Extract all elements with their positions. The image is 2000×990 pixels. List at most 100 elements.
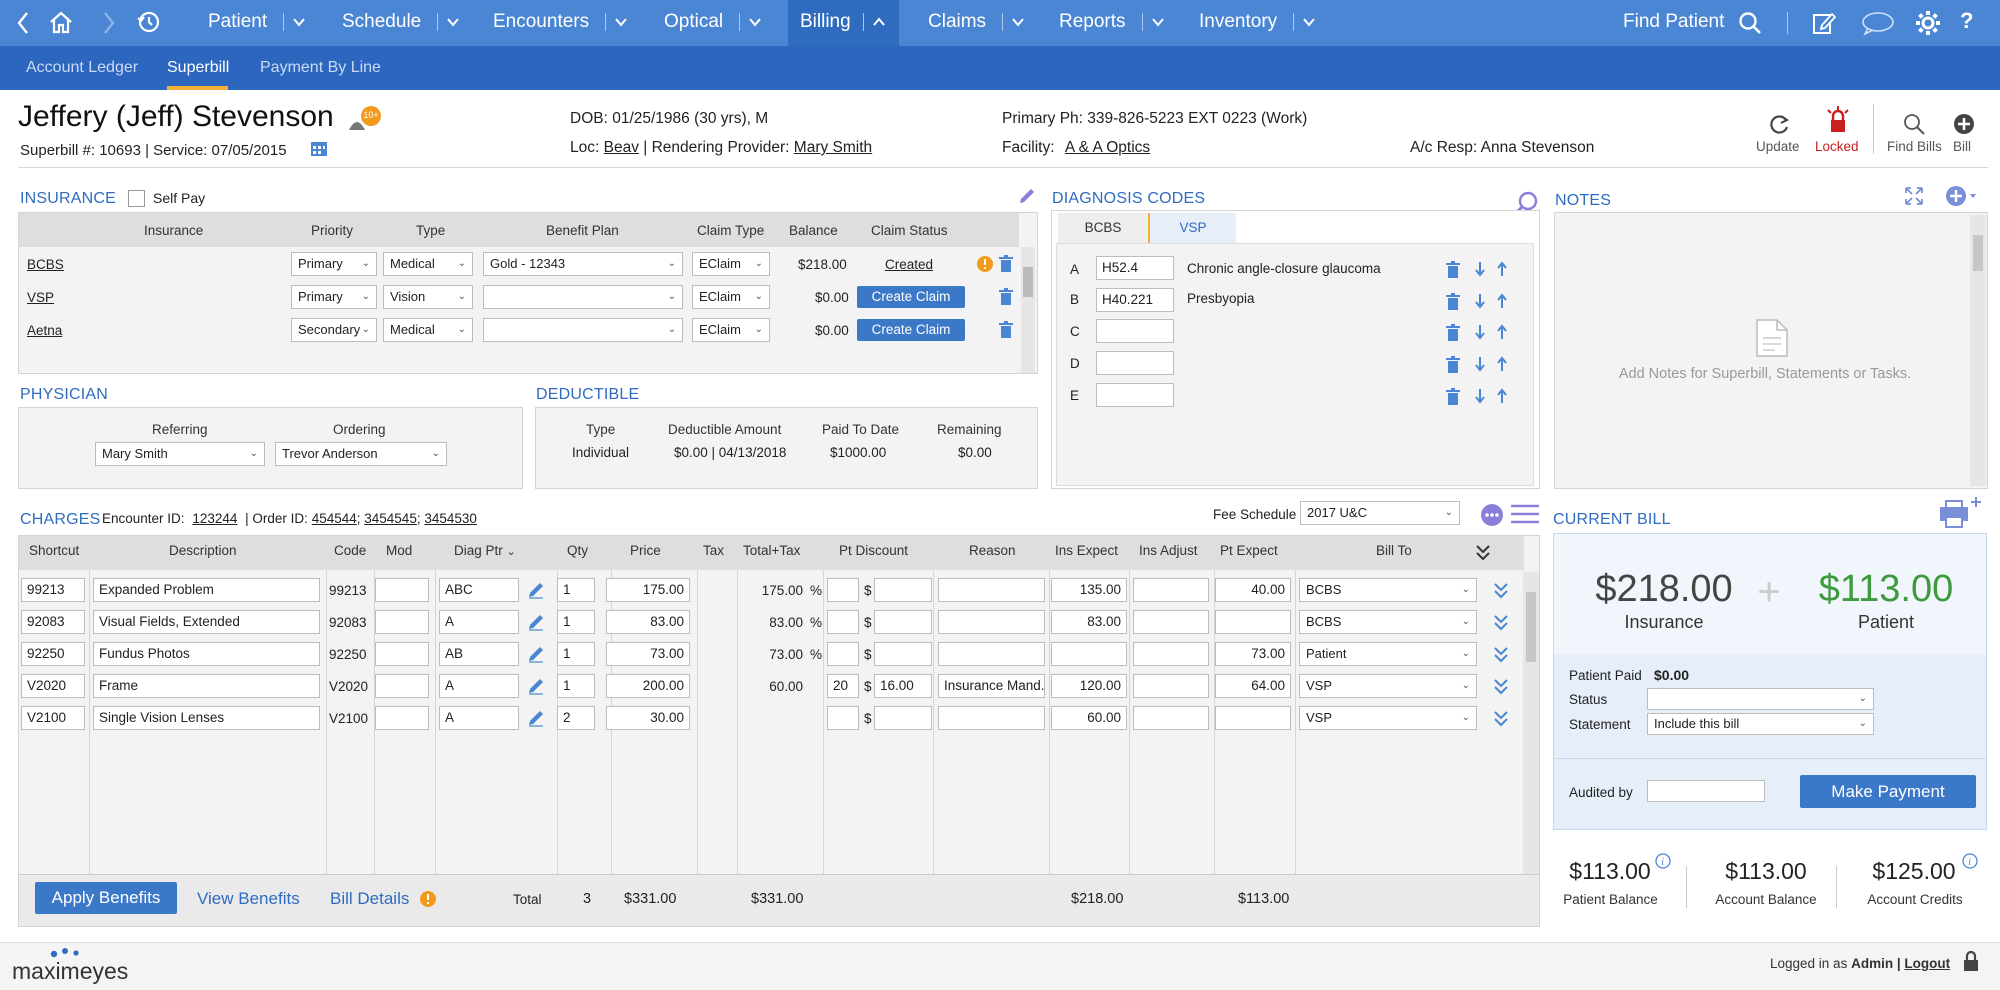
statement-select[interactable]: Include this bill ⌄: [1647, 713, 1874, 735]
discount-percent-input[interactable]: [827, 642, 859, 666]
qty-input[interactable]: 1: [557, 610, 595, 634]
trash-icon[interactable]: [1445, 261, 1461, 283]
chevron-down-icon[interactable]: [446, 0, 460, 44]
chevron-down-icon[interactable]: [1151, 0, 1165, 44]
expand-row-icon[interactable]: [1493, 582, 1509, 605]
view-benefits-link[interactable]: View Benefits: [197, 889, 300, 908]
diagnosis-tab-vsp[interactable]: VSP: [1150, 213, 1236, 243]
warning-icon[interactable]: [419, 890, 437, 908]
move-up-icon[interactable]: [1496, 388, 1508, 409]
discount-amount-input[interactable]: [874, 706, 932, 730]
priority-select[interactable]: Primary ⌄: [291, 252, 377, 276]
claim-type-select[interactable]: EClaim ⌄: [692, 318, 770, 342]
insurance-link-vsp[interactable]: VSP: [27, 290, 55, 305]
pt-expect-input[interactable]: [1215, 706, 1291, 730]
order-id-link[interactable]: 3454530: [424, 511, 477, 526]
diag-code-input[interactable]: [1096, 383, 1174, 407]
shortcut-input[interactable]: V2100: [21, 706, 85, 730]
discount-percent-input[interactable]: [827, 610, 859, 634]
price-input[interactable]: 73.00: [606, 642, 690, 666]
priority-select[interactable]: Secondary ⌄: [291, 318, 377, 342]
edit-pencil-icon[interactable]: [527, 677, 545, 700]
nav-schedule[interactable]: Schedule: [342, 0, 460, 46]
priority-select[interactable]: Primary ⌄: [291, 285, 377, 309]
qty-input[interactable]: 1: [557, 674, 595, 698]
expand-row-icon[interactable]: [1493, 678, 1509, 701]
bill-to-select[interactable]: BCBS ⌄: [1299, 610, 1477, 634]
home-icon[interactable]: [48, 9, 74, 35]
edit-pencil-icon[interactable]: [527, 581, 545, 604]
discount-percent-input[interactable]: 20: [827, 674, 859, 698]
alert-badge-icon[interactable]: [345, 104, 385, 138]
ordering-physician-select[interactable]: Trevor Anderson ⌄: [275, 442, 447, 466]
discount-amount-input[interactable]: [874, 610, 932, 634]
lock-alarm-icon[interactable]: [1822, 104, 1854, 136]
gear-icon[interactable]: [1914, 9, 1942, 37]
create-claim-button[interactable]: Create Claim: [857, 286, 965, 308]
reason-input[interactable]: [938, 610, 1045, 634]
calendar-icon[interactable]: [310, 139, 328, 157]
discount-amount-input[interactable]: [874, 578, 932, 602]
help-icon[interactable]: ?: [1960, 8, 1974, 33]
ins-adjust-input[interactable]: [1133, 642, 1209, 666]
rendering-provider-link[interactable]: Mary Smith: [793, 139, 873, 156]
discount-percent-input[interactable]: [827, 706, 859, 730]
diag-code-input[interactable]: H52.4: [1096, 256, 1174, 280]
search-icon[interactable]: [1737, 10, 1763, 36]
move-down-icon[interactable]: [1474, 356, 1486, 377]
bill-to-select[interactable]: BCBS ⌄: [1299, 578, 1477, 602]
bill-button[interactable]: Bill: [1953, 139, 1972, 154]
nav-reports[interactable]: Reports: [1059, 0, 1165, 46]
move-down-icon[interactable]: [1474, 293, 1486, 314]
expand-row-icon[interactable]: [1493, 614, 1509, 637]
insurance-scrollbar[interactable]: [1021, 247, 1035, 373]
mod-input[interactable]: [375, 610, 429, 634]
bill-to-select[interactable]: Patient ⌄: [1299, 642, 1477, 666]
menu-icon[interactable]: [1510, 503, 1540, 525]
ins-adjust-input[interactable]: [1133, 706, 1209, 730]
diag-code-input[interactable]: H40.221: [1096, 288, 1174, 312]
diag-ptr-input[interactable]: AB: [439, 642, 519, 666]
find-bills-button[interactable]: Find Bills: [1887, 139, 1942, 154]
move-up-icon[interactable]: [1496, 293, 1508, 314]
bill-to-select[interactable]: VSP ⌄: [1299, 674, 1477, 698]
qty-input[interactable]: 1: [557, 642, 595, 666]
discount-amount-input[interactable]: 16.00: [874, 674, 932, 698]
referring-physician-select[interactable]: Mary Smith ⌄: [95, 442, 265, 466]
price-input[interactable]: 200.00: [606, 674, 690, 698]
facility-link[interactable]: A & A Optics: [1064, 139, 1151, 156]
edit-pencil-icon[interactable]: [527, 709, 545, 732]
warning-icon[interactable]: [976, 255, 994, 273]
edit-pencil-icon[interactable]: [1017, 186, 1037, 206]
encounter-id-link[interactable]: 123244: [192, 511, 238, 526]
ins-adjust-input[interactable]: [1133, 674, 1209, 698]
pt-expect-input[interactable]: 73.00: [1215, 642, 1291, 666]
benefit-plan-select[interactable]: Gold - 12343 ⌄: [483, 252, 683, 276]
nav-patient[interactable]: Patient: [208, 0, 306, 46]
ins-expect-input[interactable]: [1051, 642, 1127, 666]
reason-input[interactable]: Insurance Mand...: [938, 674, 1045, 698]
bill-to-select[interactable]: VSP ⌄: [1299, 706, 1477, 730]
expand-row-icon[interactable]: [1493, 710, 1509, 733]
info-icon[interactable]: i: [1655, 853, 1671, 869]
mod-input[interactable]: [375, 706, 429, 730]
add-bill-icon[interactable]: [1952, 112, 1976, 136]
reason-input[interactable]: [938, 706, 1045, 730]
edit-pencil-icon[interactable]: [527, 613, 545, 636]
qty-input[interactable]: 2: [557, 706, 595, 730]
shortcut-input[interactable]: 92250: [21, 642, 85, 666]
claim-type-select[interactable]: EClaim ⌄: [692, 252, 770, 276]
order-id-link[interactable]: 3454545: [364, 511, 417, 526]
move-up-icon[interactable]: [1496, 356, 1508, 377]
shortcut-input[interactable]: 92083: [21, 610, 85, 634]
tab-account-ledger[interactable]: Account Ledger: [26, 59, 139, 76]
expand-row-icon[interactable]: [1493, 646, 1509, 669]
description-input[interactable]: Single Vision Lenses: [93, 706, 320, 730]
benefit-plan-select[interactable]: ⌄: [483, 285, 683, 309]
move-down-icon[interactable]: [1474, 324, 1486, 345]
apply-benefits-button[interactable]: Apply Benefits: [35, 882, 177, 914]
chevron-down-icon[interactable]: [748, 0, 762, 44]
ins-adjust-input[interactable]: [1133, 610, 1209, 634]
nav-optical[interactable]: Optical: [664, 0, 762, 46]
trash-icon[interactable]: [998, 255, 1014, 273]
